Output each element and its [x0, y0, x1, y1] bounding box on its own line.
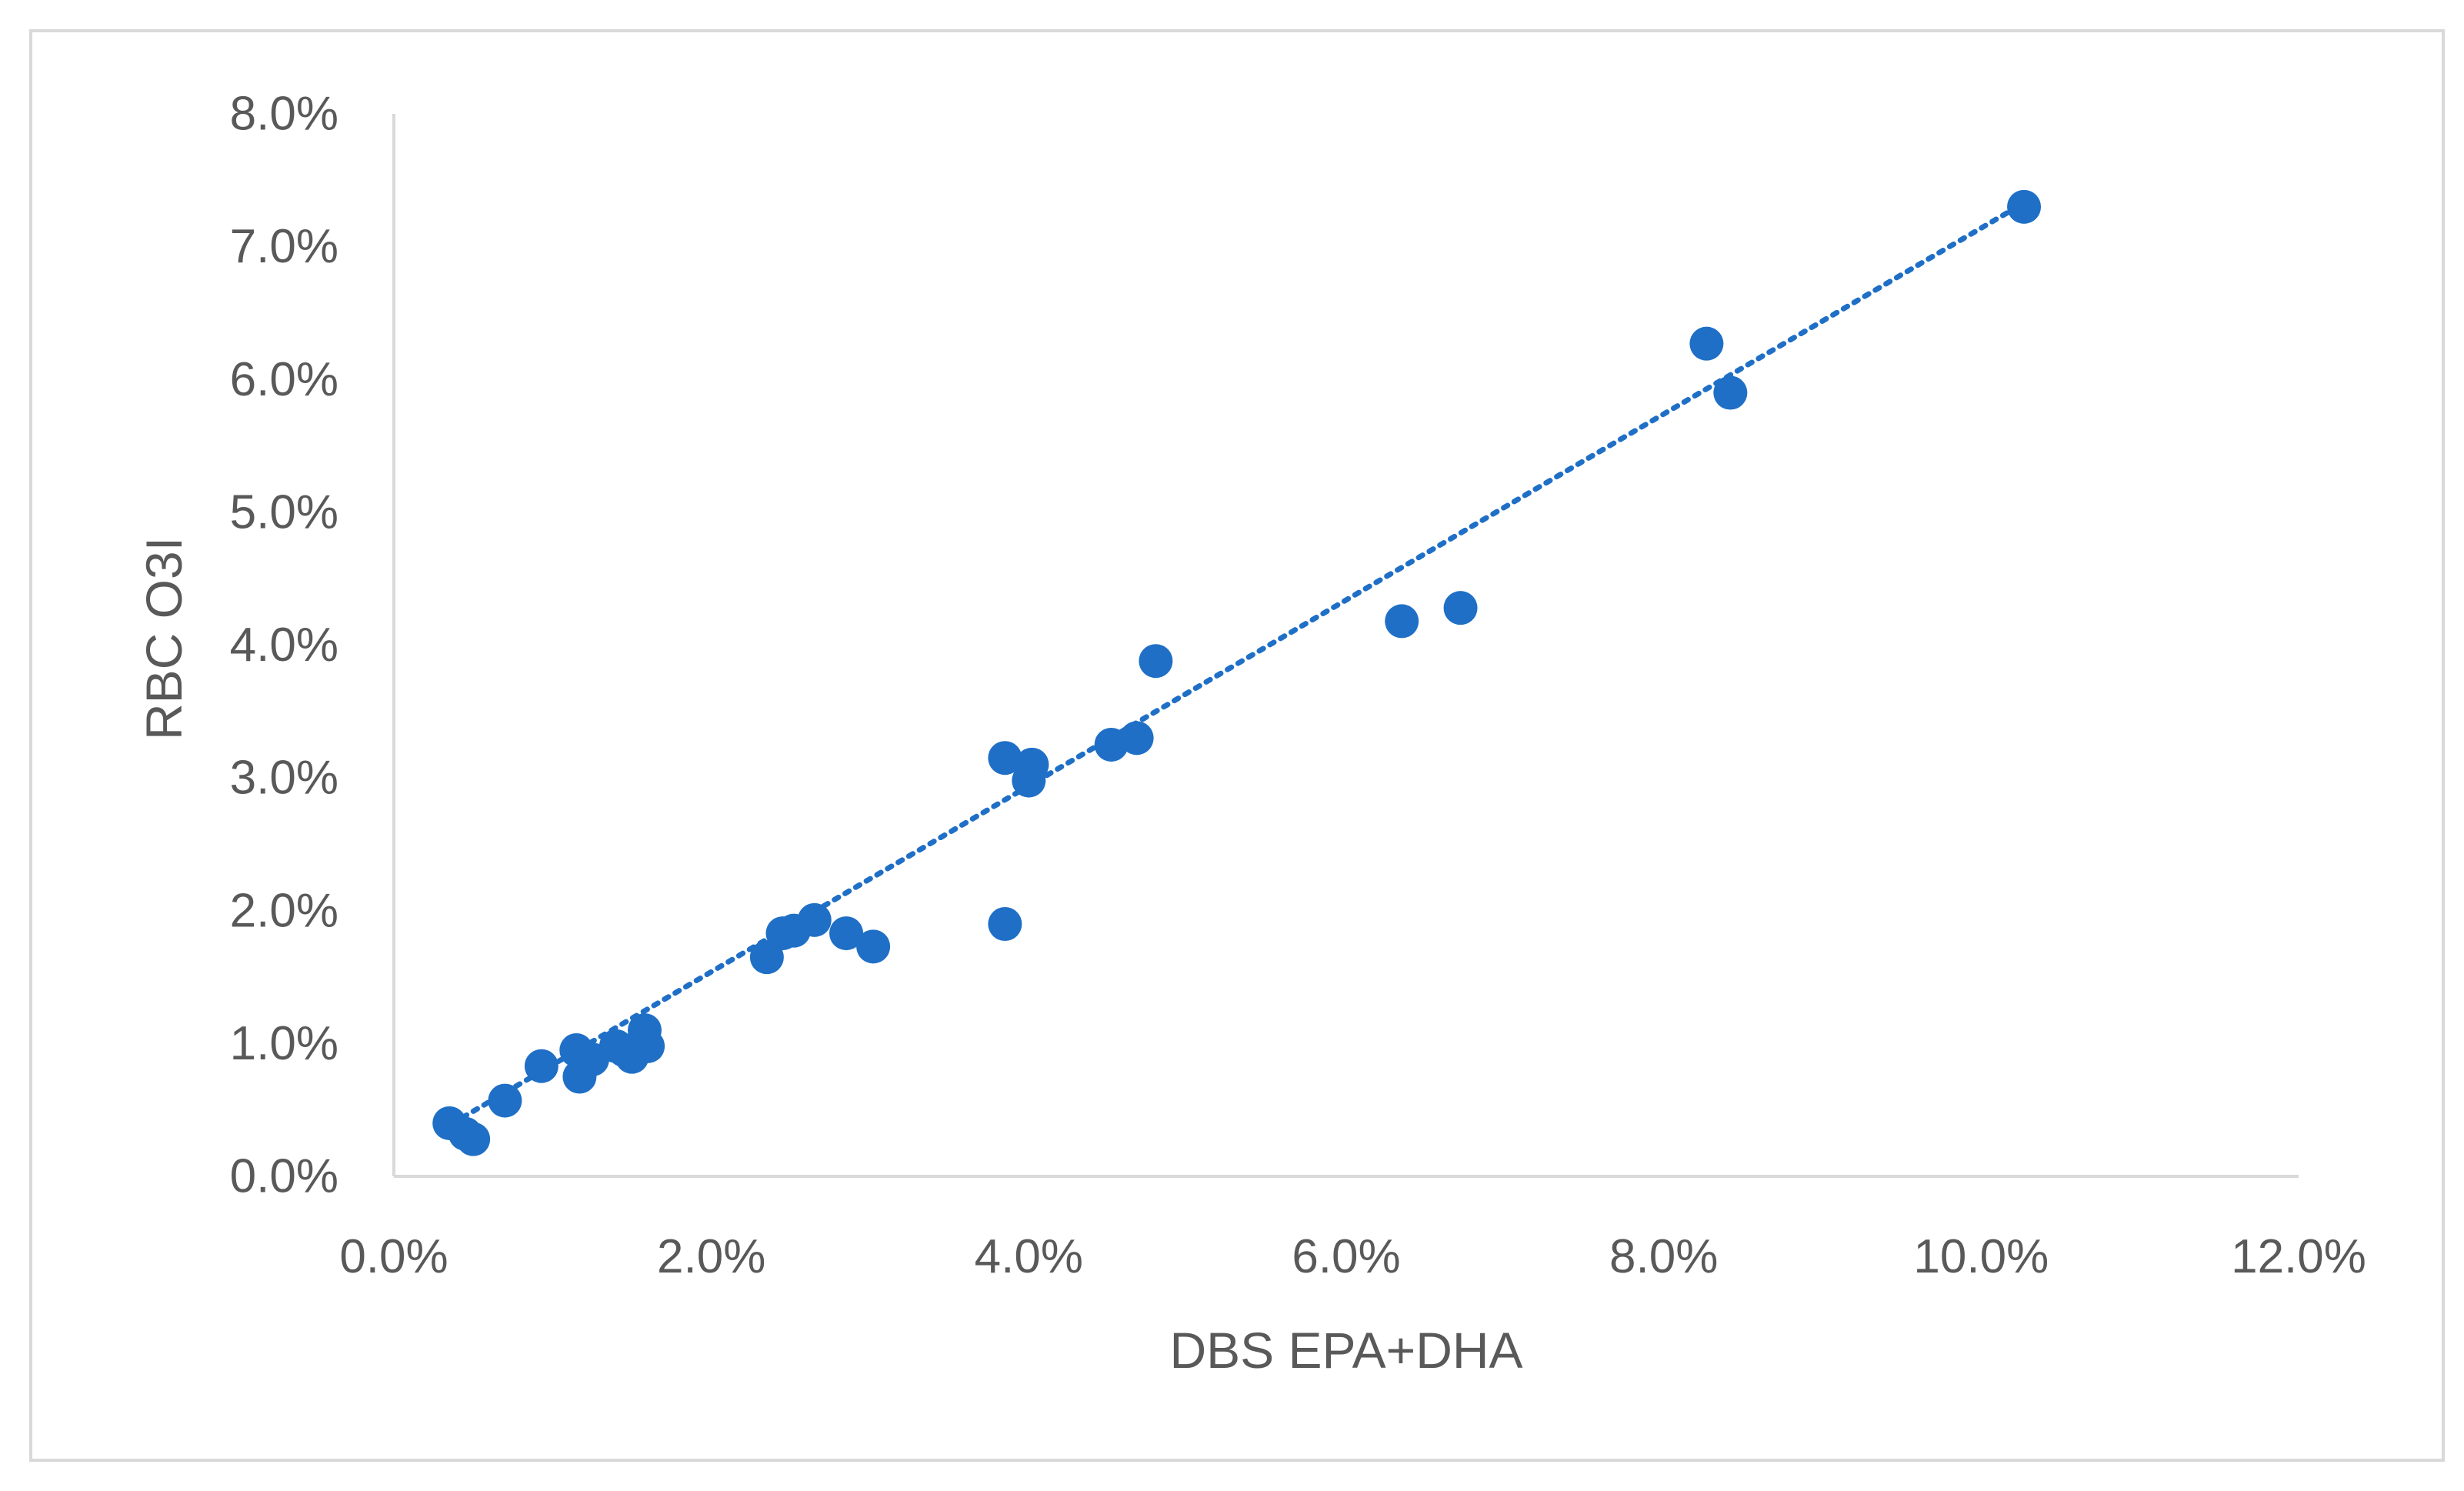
y-tick-label: 7.0%	[230, 220, 338, 273]
data-point	[829, 916, 864, 951]
x-tick-label: 10.0%	[1913, 1230, 2049, 1283]
y-tick-label: 5.0%	[230, 485, 338, 539]
data-point	[1713, 375, 1748, 410]
x-tick-labels: 0.0% 2.0% 4.0% 6.0% 8.0% 10.0% 12.0%	[339, 1230, 2366, 1283]
data-point	[1443, 591, 1478, 625]
data-point	[2007, 189, 2042, 224]
data-point	[1119, 721, 1154, 756]
y-tick-labels: 0.0% 1.0% 2.0% 3.0% 4.0% 5.0% 6.0% 7.0% 8.0%	[230, 88, 338, 1203]
data-point	[1689, 326, 1724, 361]
trendline	[438, 197, 2032, 1133]
chart-frame	[29, 29, 2445, 1462]
x-tick-label: 2.0%	[657, 1230, 765, 1283]
data-point	[456, 1122, 491, 1156]
data-points	[432, 189, 2042, 1156]
data-point	[797, 902, 832, 937]
y-tick-label: 0.0%	[230, 1150, 338, 1203]
data-point	[749, 940, 784, 975]
y-tick-label: 2.0%	[230, 884, 338, 937]
y-axis-title: RBC O3I	[135, 537, 192, 740]
data-point	[1385, 604, 1419, 639]
data-point	[1094, 727, 1129, 762]
data-point	[1015, 747, 1049, 782]
data-point	[856, 929, 891, 964]
data-point	[488, 1083, 522, 1118]
x-tick-label: 12.0%	[2231, 1230, 2366, 1283]
y-tick-label: 6.0%	[230, 353, 338, 406]
x-tick-label: 6.0%	[1292, 1230, 1400, 1283]
data-point	[631, 1029, 665, 1063]
data-point	[1139, 644, 1173, 679]
y-tick-label: 4.0%	[230, 619, 338, 672]
x-tick-label: 4.0%	[975, 1230, 1083, 1283]
y-tick-label: 1.0%	[230, 1017, 338, 1070]
x-axis-title: DBS EPA+DHA	[1169, 1322, 1522, 1379]
y-tick-label: 8.0%	[230, 88, 338, 141]
data-point	[988, 741, 1022, 776]
data-point	[988, 907, 1022, 942]
y-tick-label: 3.0%	[230, 752, 338, 805]
data-point	[524, 1049, 558, 1083]
x-tick-label: 8.0%	[1609, 1230, 1718, 1283]
x-tick-label: 0.0%	[339, 1230, 448, 1283]
axes	[392, 114, 2299, 1178]
